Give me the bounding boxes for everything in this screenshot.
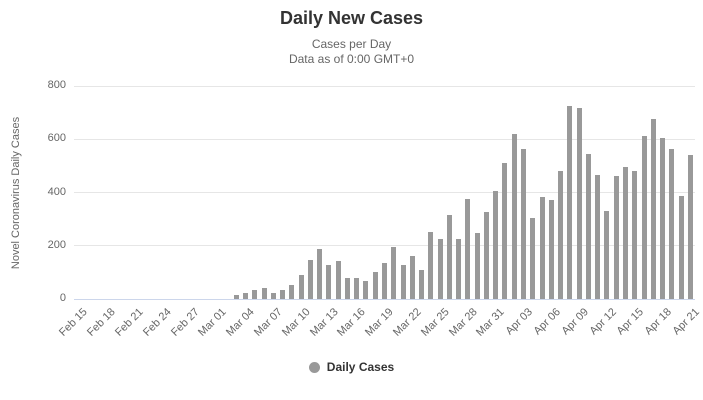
x-tick-label: Mar 28 xyxy=(446,306,480,339)
bar-mar-14[interactable] xyxy=(335,261,341,299)
x-tick-label: Feb 24 xyxy=(140,306,174,339)
bar-apr-08[interactable] xyxy=(567,106,573,299)
bar-apr-04[interactable] xyxy=(530,218,536,299)
bar-apr-21[interactable] xyxy=(687,155,693,299)
x-tick-label: Mar 10 xyxy=(279,306,313,339)
y-gridline xyxy=(74,245,695,247)
x-tick-label: Mar 13 xyxy=(307,306,341,339)
bar-apr-17[interactable] xyxy=(650,119,656,299)
bar-mar-31[interactable] xyxy=(493,191,499,299)
x-tick-label: Feb 18 xyxy=(85,306,118,339)
x-tick-label: Apr 09 xyxy=(559,306,591,338)
bar-apr-16[interactable] xyxy=(641,136,647,299)
legend-marker-icon xyxy=(308,361,320,373)
bar-apr-12[interactable] xyxy=(604,211,610,299)
legend-item-daily-cases[interactable]: Daily Cases xyxy=(0,360,703,374)
bar-mar-16[interactable] xyxy=(354,278,360,299)
bar-mar-09[interactable] xyxy=(289,285,295,299)
x-tick-label: Mar 07 xyxy=(252,306,285,339)
x-tick-label: Feb 15 xyxy=(57,306,91,339)
bar-apr-03[interactable] xyxy=(521,149,527,299)
legend-label: Daily Cases xyxy=(326,360,395,374)
x-tick-label: Mar 01 xyxy=(196,306,230,339)
bar-mar-07[interactable] xyxy=(270,293,276,299)
bar-apr-07[interactable] xyxy=(558,171,564,299)
x-tick-label: Apr 15 xyxy=(614,306,647,338)
bar-mar-05[interactable] xyxy=(252,290,258,299)
bar-apr-10[interactable] xyxy=(585,154,591,299)
bar-apr-06[interactable] xyxy=(548,200,554,299)
x-tick-label: Apr 03 xyxy=(503,306,536,338)
bar-mar-10[interactable] xyxy=(298,275,304,299)
x-tick-label: Apr 18 xyxy=(642,306,675,338)
bar-apr-09[interactable] xyxy=(576,108,582,299)
x-tick-label: Mar 04 xyxy=(224,306,257,339)
bar-mar-12[interactable] xyxy=(317,249,323,299)
bar-mar-26[interactable] xyxy=(446,215,452,299)
x-tick-label: Apr 12 xyxy=(587,306,619,338)
x-tick-label: Mar 31 xyxy=(474,306,508,339)
bar-apr-14[interactable] xyxy=(622,167,628,299)
y-tick-label: 800 xyxy=(47,79,66,91)
bar-mar-22[interactable] xyxy=(409,256,415,299)
bar-mar-17[interactable] xyxy=(363,281,369,299)
x-tick-label: Mar 22 xyxy=(391,306,424,339)
bar-mar-29[interactable] xyxy=(474,233,480,299)
x-tick-label: Apr 06 xyxy=(531,306,563,338)
bar-apr-18[interactable] xyxy=(660,138,666,299)
y-axis-title: Novel Coronavirus Daily Cases xyxy=(10,116,23,269)
y-tick-label: 400 xyxy=(47,185,66,198)
bar-apr-05[interactable] xyxy=(539,197,545,299)
chart-title: Daily New Cases xyxy=(279,8,424,28)
y-gridline xyxy=(74,85,695,87)
bar-mar-20[interactable] xyxy=(391,247,397,299)
x-tick-label: Mar 16 xyxy=(335,306,369,339)
y-tick-label: 200 xyxy=(47,238,66,251)
x-axis-line xyxy=(74,298,695,300)
bar-mar-03[interactable] xyxy=(233,295,239,299)
x-tick-label: Feb 21 xyxy=(113,306,146,339)
chart-subtitle-line1: Cases per Day xyxy=(311,37,392,51)
bar-mar-06[interactable] xyxy=(261,288,267,299)
y-gridline xyxy=(74,138,695,140)
bar-mar-19[interactable] xyxy=(382,263,387,299)
bar-apr-13[interactable] xyxy=(613,176,619,299)
bar-apr-11[interactable] xyxy=(595,175,601,299)
bar-apr-19[interactable] xyxy=(669,149,675,299)
bar-mar-11[interactable] xyxy=(307,260,313,299)
x-tick-label: Feb 27 xyxy=(168,306,202,339)
bar-mar-04[interactable] xyxy=(242,293,248,299)
bar-mar-30[interactable] xyxy=(483,212,489,299)
bar-mar-15[interactable] xyxy=(344,278,350,299)
bar-mar-25[interactable] xyxy=(437,239,443,299)
bar-mar-18[interactable] xyxy=(372,272,378,299)
bar-mar-08[interactable] xyxy=(280,290,286,299)
bar-mar-13[interactable] xyxy=(326,265,332,299)
bar-mar-24[interactable] xyxy=(428,232,434,299)
bar-mar-21[interactable] xyxy=(400,265,406,299)
bar-mar-28[interactable] xyxy=(465,199,471,299)
bar-mar-23[interactable] xyxy=(419,270,425,299)
x-tick-label: Mar 19 xyxy=(363,306,396,339)
y-tick-label: 600 xyxy=(47,132,66,145)
bar-apr-15[interactable] xyxy=(632,171,638,299)
x-tick-label: Apr 21 xyxy=(670,306,702,338)
x-tick-label: Mar 25 xyxy=(418,306,452,339)
bar-apr-20[interactable] xyxy=(678,196,684,299)
chart-subtitle-line2: Data as of 0:00 GMT+0 xyxy=(288,52,415,66)
y-gridline xyxy=(74,192,695,193)
bar-apr-01[interactable] xyxy=(502,163,508,299)
bar-mar-27[interactable] xyxy=(456,239,462,299)
bar-apr-02[interactable] xyxy=(511,134,517,299)
y-tick-label: 0 xyxy=(59,292,66,304)
